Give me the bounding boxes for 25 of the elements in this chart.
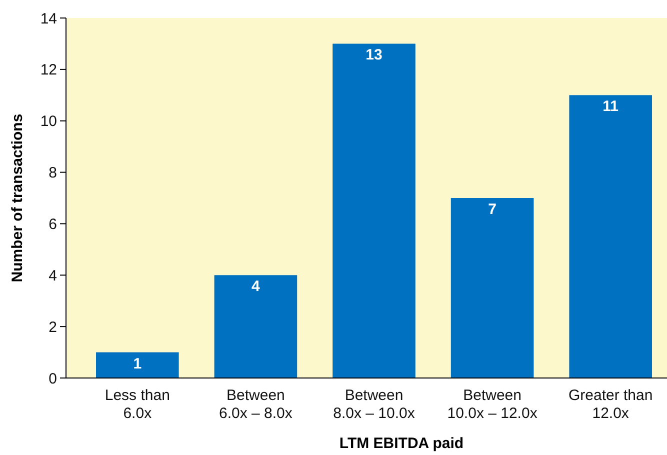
x-tick-label: Between 6.0x – 8.0x [219, 387, 293, 422]
x-tick-label: Between 10.0x – 12.0x [447, 387, 538, 422]
y-axis-title: Number of transactions [9, 114, 26, 282]
bar [450, 198, 534, 378]
data-label: 4 [252, 278, 261, 296]
y-tick-label: 2 [48, 318, 57, 336]
x-tick-label: Greater than 12.0x [568, 387, 653, 422]
y-tick-label: 8 [48, 164, 57, 182]
data-label: 13 [366, 46, 382, 64]
bar [214, 275, 298, 378]
y-tick-label: 6 [48, 216, 57, 233]
y-tick-label: 12 [40, 62, 57, 79]
data-label: 1 [133, 355, 142, 372]
bar [332, 44, 416, 378]
x-tick-label: Between 8.0x – 10.0x [333, 387, 416, 422]
y-tick-label: 10 [40, 113, 57, 130]
y-tick-label: 0 [48, 370, 57, 388]
bar [569, 95, 652, 378]
y-tick-label: 14 [40, 10, 57, 28]
bar [96, 352, 179, 378]
data-label: 7 [488, 201, 496, 218]
x-tick-label: Less than 6.0x [104, 387, 170, 422]
y-tick-label: 4 [48, 267, 57, 284]
x-axis-title: LTM EBITDA paid [339, 435, 464, 452]
data-label: 11 [602, 98, 619, 116]
